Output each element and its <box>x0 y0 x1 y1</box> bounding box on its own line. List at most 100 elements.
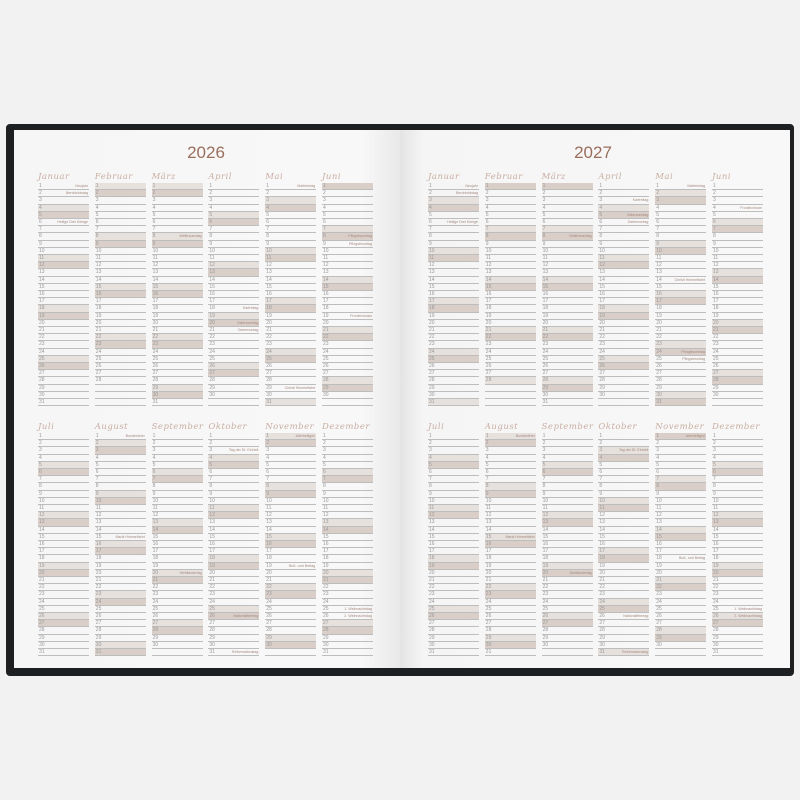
day-number: 24 <box>656 598 662 605</box>
empty-row <box>322 399 373 407</box>
day-number: 2 <box>713 440 716 447</box>
day-number: 1 <box>95 183 99 189</box>
day-number: 18 <box>39 555 45 562</box>
day-number: 27 <box>39 620 45 627</box>
day-number: 4 <box>429 454 432 461</box>
day-row: 21 <box>94 577 146 585</box>
day-number: 17 <box>656 298 662 305</box>
day-row: 24 <box>208 599 260 606</box>
day-row: 29 <box>265 634 317 642</box>
day-number: 15 <box>95 533 102 540</box>
day-row: 2 <box>38 440 89 448</box>
day-number: 4 <box>95 204 99 211</box>
day-row: 7 <box>428 226 479 234</box>
day-row: 14 <box>655 526 707 534</box>
holiday-label: Heilige Drei Könige <box>447 220 478 224</box>
day-row: 30 <box>541 642 593 649</box>
month-name: Juli <box>428 422 445 432</box>
day-row: 12 <box>322 512 373 520</box>
day-row: 26 <box>94 613 146 621</box>
day-number: 1 <box>152 433 156 439</box>
day-number: 20 <box>152 319 159 326</box>
day-row: 22 <box>428 584 479 592</box>
day-row: 1 Bundesfeier <box>94 433 146 441</box>
day-row: 8 <box>322 483 373 491</box>
day-number: 12 <box>599 512 605 519</box>
day-number: 29 <box>429 634 435 641</box>
day-number: 11 <box>323 255 329 261</box>
day-row: 3 <box>151 197 203 205</box>
day-row: 14 <box>428 527 479 534</box>
day-number: 24 <box>542 348 549 355</box>
day-number: 27 <box>542 620 549 627</box>
day-number: 4 <box>713 204 716 211</box>
day-row: 9 <box>598 241 650 248</box>
day-number: 20 <box>713 569 719 576</box>
day-number: 18 <box>429 305 435 312</box>
day-row: 30 <box>712 392 763 399</box>
day-number: 17 <box>656 548 662 555</box>
day-number: 6 <box>323 469 326 475</box>
holiday-label: Allerheiligen <box>685 434 706 438</box>
day-number: 23 <box>713 341 719 348</box>
month-name: Mai <box>655 172 674 182</box>
day-row: 20 <box>655 570 707 577</box>
day-number: 13 <box>39 269 45 276</box>
empty-row <box>484 385 536 392</box>
day-row: 20 <box>712 319 763 327</box>
day-number: 23 <box>209 341 215 348</box>
day-number: 22 <box>266 334 272 341</box>
day-number: 23 <box>429 341 435 348</box>
day-number: 20 <box>429 319 435 326</box>
day-number: 15 <box>599 283 605 290</box>
day-row: 9 <box>322 491 373 498</box>
day-row: 11 <box>208 255 260 263</box>
day-row: 27 <box>655 370 707 378</box>
day-number: 31 <box>39 399 45 405</box>
day-number: 19 <box>599 562 605 569</box>
day-number: 9 <box>656 490 659 497</box>
day-number: 22 <box>39 334 45 341</box>
day-number: 4 <box>266 204 269 211</box>
day-row: 25 <box>598 355 650 363</box>
day-number: 13 <box>39 519 45 526</box>
day-number: 22 <box>713 334 719 341</box>
day-row: 22 <box>94 584 146 592</box>
day-number: 17 <box>323 548 329 555</box>
day-row: 24 <box>322 349 373 356</box>
day-row: 20 <box>655 320 707 327</box>
day-number: 31 <box>429 649 435 655</box>
day-row: 21 <box>38 577 89 585</box>
day-row: 1 <box>712 183 763 191</box>
day-number: 3 <box>599 447 603 454</box>
day-row: 23 <box>151 341 203 349</box>
day-number: 8 <box>95 233 99 240</box>
day-number: 10 <box>485 247 492 254</box>
day-row: 25 <box>151 356 203 363</box>
day-number: 21 <box>713 327 719 333</box>
day-row: 19 <box>428 313 479 320</box>
day-row: 7 <box>598 476 650 484</box>
day-row: 9 <box>265 490 317 498</box>
holiday-label: Karfreitag <box>242 306 259 311</box>
day-row: 1 <box>322 183 373 191</box>
day-number: 12 <box>266 512 272 519</box>
day-row: 16 <box>428 291 479 299</box>
day-row: 22 <box>208 584 260 592</box>
month-name: April <box>598 172 622 182</box>
day-row: 8 <box>655 483 707 491</box>
holiday-label: Reformationstag <box>622 650 649 654</box>
day-number: 24 <box>485 348 492 355</box>
day-number: 9 <box>39 490 42 497</box>
day-row: 13 <box>94 269 146 277</box>
day-row: 9 <box>208 241 260 248</box>
day-number: 18 <box>152 305 159 312</box>
day-row: 15 Mariä Himmelfahrt <box>94 533 146 541</box>
day-number: 19 <box>656 312 662 319</box>
day-number: 31 <box>95 649 102 655</box>
day-number: 29 <box>429 384 435 391</box>
day-row: 16 <box>655 541 707 549</box>
holiday-label: Mariä Himmelfahrt <box>115 534 145 539</box>
day-number: 8 <box>266 233 269 240</box>
day-number: 1 <box>95 433 99 439</box>
